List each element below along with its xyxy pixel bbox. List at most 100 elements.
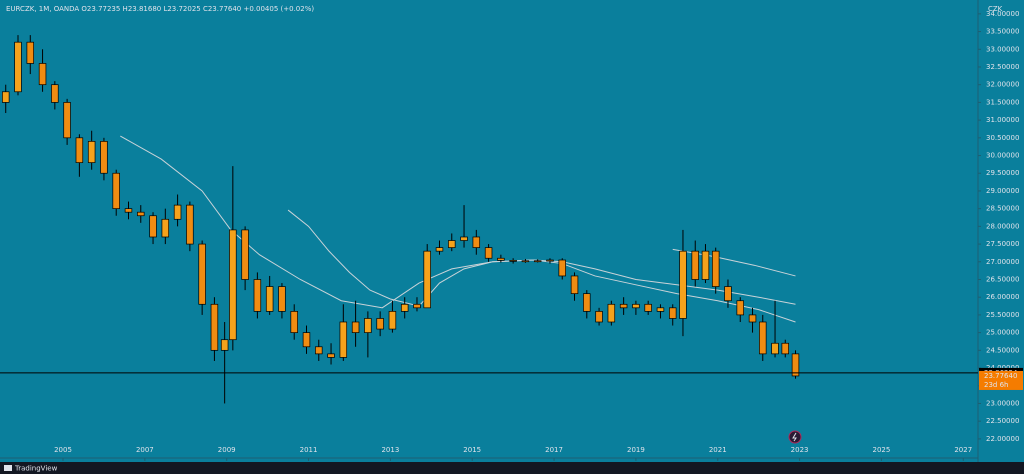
y-tick-label: 26.00000: [986, 293, 1019, 301]
candle-body: [644, 303, 652, 312]
y-tick-label: 31.50000: [986, 98, 1019, 106]
candle-body: [460, 236, 468, 241]
y-tick-label: 25.50000: [986, 311, 1019, 319]
candle-body: [711, 250, 720, 287]
candles: [2, 35, 800, 404]
candle-body: [724, 286, 732, 302]
candle-body: [748, 314, 757, 323]
x-tick-label: 2025: [873, 446, 891, 454]
candle-body: [75, 137, 84, 163]
candle-body: [595, 311, 603, 323]
last-price-tag: [979, 370, 1023, 390]
y-tick-label: 33.50000: [986, 28, 1019, 36]
candle-body: [290, 311, 298, 333]
candle-body: [558, 259, 566, 277]
x-tick-label: 2017: [545, 446, 563, 454]
candle-body: [583, 293, 591, 312]
brand-text: TradingView: [14, 465, 58, 473]
candle-body: [253, 279, 262, 312]
y-tick-label: 27.50000: [986, 240, 1019, 248]
candle-body: [413, 303, 421, 309]
candle-body: [229, 229, 237, 341]
candle-body: [509, 260, 517, 262]
candle-body: [315, 346, 323, 355]
y-tick-label: 32.00000: [986, 81, 1019, 89]
candle-body: [14, 41, 22, 93]
candle-body: [472, 236, 481, 248]
y-tick-label: 24.50000: [986, 346, 1019, 354]
x-tick-label: 2005: [54, 446, 72, 454]
candle-body: [302, 332, 311, 348]
candle-body: [656, 307, 665, 312]
y-tick-label: 30.00000: [986, 152, 1019, 160]
candle-body: [736, 300, 744, 316]
candle-body: [435, 247, 444, 252]
y-tick-label: 28.00000: [986, 222, 1019, 230]
candle-body: [533, 260, 542, 263]
candle-body: [220, 339, 229, 351]
candle-body: [781, 342, 789, 355]
candle-body: [137, 211, 145, 217]
x-tick-label: 2007: [136, 446, 154, 454]
y-tick-label: 33.00000: [986, 45, 1019, 53]
y-tick-label: 25.00000: [986, 329, 1019, 337]
candle-body: [100, 141, 108, 174]
candle-body: [112, 172, 120, 210]
candle-body: [38, 63, 47, 86]
candle-body: [161, 218, 170, 238]
candle-body: [701, 250, 710, 280]
candle-body: [619, 303, 628, 309]
currency-label: CZK: [988, 5, 1003, 13]
candle-body: [570, 275, 579, 295]
logo-icon: [4, 465, 12, 471]
candle-body: [691, 250, 699, 280]
x-tick-label: 2019: [627, 446, 645, 454]
last-price-label: 23.77640: [984, 372, 1017, 380]
candle-body: [759, 321, 767, 355]
bar-countdown: 23d 6h: [984, 381, 1008, 389]
candle-body: [484, 247, 493, 259]
y-tick-label: 28.50000: [986, 205, 1019, 213]
candle-body: [376, 318, 384, 330]
y-tick-label: 30.50000: [986, 134, 1019, 142]
candle-body: [448, 240, 456, 248]
candle-body: [791, 353, 800, 377]
candle-body: [63, 102, 71, 139]
x-tick-label: 2011: [300, 446, 318, 454]
candle-body: [265, 286, 274, 312]
candle-body: [521, 260, 530, 263]
y-tick-label: 27.00000: [986, 258, 1019, 266]
candle-body: [339, 321, 348, 358]
y-tick-label: 29.00000: [986, 187, 1019, 195]
candle-body: [26, 41, 35, 64]
chart-header: EURCZK, 1M, OANDA O23.77235 H23.81680 L2…: [6, 5, 314, 13]
footer-bar: [0, 462, 1024, 474]
candle-body: [351, 321, 360, 333]
candle-body: [241, 229, 249, 280]
candle-body: [679, 250, 687, 319]
candle-body: [669, 307, 677, 319]
candle-body: [388, 311, 397, 330]
y-tick-label: 31.00000: [986, 116, 1019, 124]
y-tick-label: 23.00000: [986, 399, 1019, 407]
icon-circle: [788, 430, 802, 444]
x-tick-label: 2021: [709, 446, 727, 454]
chart-background: [0, 0, 1024, 462]
replay-icon[interactable]: [788, 430, 802, 444]
candle-body: [546, 259, 554, 262]
candle-body: [400, 303, 409, 312]
candle-body: [607, 303, 616, 323]
candle-body: [173, 204, 182, 220]
candle-body: [278, 286, 286, 312]
candle-body: [497, 257, 505, 261]
candle-body: [51, 84, 59, 103]
x-tick-label: 2023: [791, 446, 809, 454]
tradingview-logo[interactable]: TradingView: [4, 465, 58, 473]
candle-body: [198, 243, 206, 305]
candle-body: [87, 141, 96, 163]
y-tick-label: 32.50000: [986, 63, 1019, 71]
y-tick-label: 29.50000: [986, 169, 1019, 177]
y-tick-label: 22.00000: [986, 435, 1019, 443]
